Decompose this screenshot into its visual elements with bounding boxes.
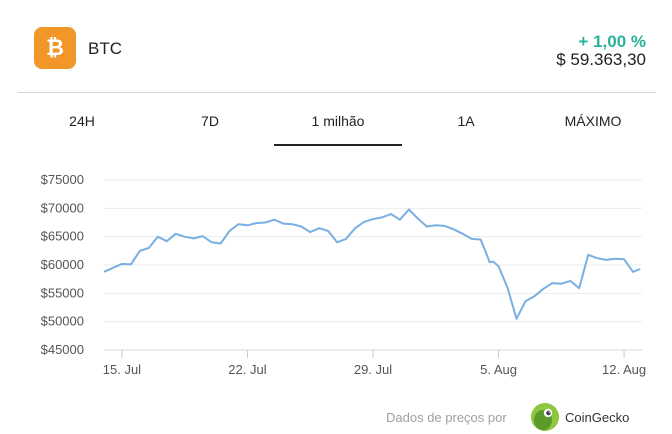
y-tick-label: $70000: [41, 200, 84, 215]
x-tick-label: 5. Aug: [480, 362, 517, 377]
header-divider: [18, 92, 656, 93]
tab-1y[interactable]: 1A: [457, 113, 475, 129]
coingecko-icon[interactable]: [531, 403, 559, 431]
y-tick-label: $45000: [41, 342, 84, 357]
y-tick-label: $65000: [41, 229, 84, 244]
price-change: + 1,00 %: [578, 32, 646, 51]
price-line: [103, 208, 641, 320]
x-tick-label: 29. Jul: [354, 362, 392, 377]
bitcoin-icon: ₿: [34, 27, 76, 69]
tab-1m[interactable]: 1 milhão: [274, 96, 402, 146]
coin-header: ₿ BTC + 1,00 % $ 59.363,30: [0, 0, 672, 92]
y-tick-label: $50000: [41, 314, 84, 329]
y-tick-label: $60000: [41, 257, 84, 272]
coingecko-link[interactable]: CoinGecko: [565, 410, 630, 425]
y-tick-label: $75000: [41, 172, 84, 187]
price-chart[interactable]: $75000 $70000 $65000 $60000 $55000 $50000 $450…: [0, 160, 672, 390]
y-tick-label: $55000: [41, 285, 84, 300]
price-source-label: Dados de preços por: [386, 410, 507, 425]
bitcoin-glyph: ₿: [46, 36, 64, 61]
x-tick-label: 15. Jul: [103, 362, 141, 377]
tab-7d[interactable]: 7D: [201, 113, 219, 129]
current-price: $ 59.363,30: [556, 50, 646, 69]
tab-max[interactable]: MÁXIMO: [564, 113, 622, 129]
x-tick-label: 12. Aug: [602, 362, 646, 377]
time-range-tabs: 24H 7D 1 milhão 1A MÁXIMO: [18, 96, 656, 146]
tab-24h[interactable]: 24H: [69, 113, 95, 129]
x-tick-label: 22. Jul: [228, 362, 266, 377]
coin-symbol: BTC: [88, 39, 122, 58]
